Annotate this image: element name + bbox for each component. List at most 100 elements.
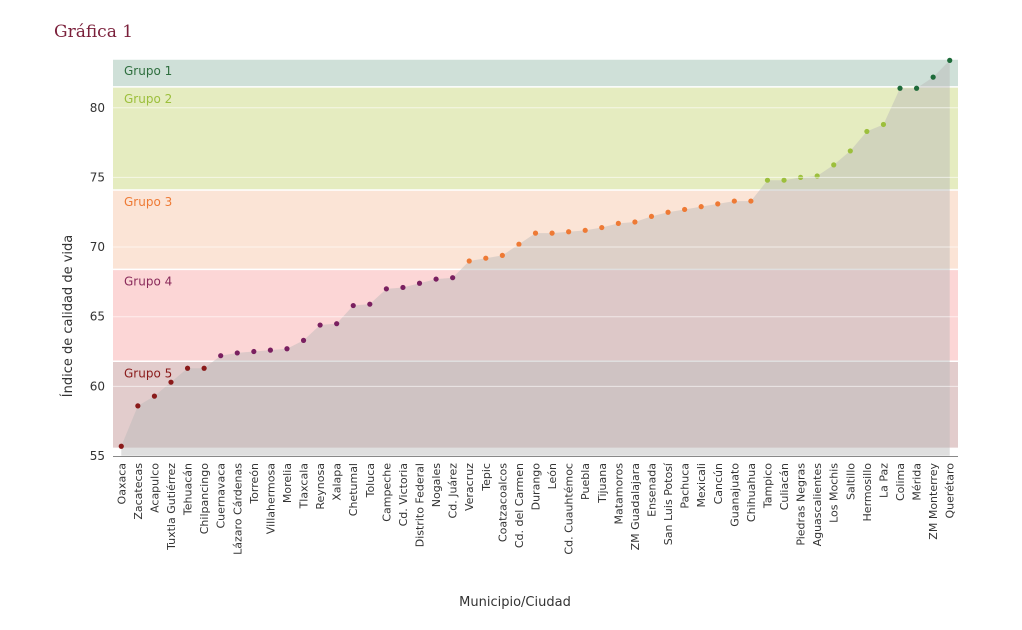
x-tick-label: San Luis Potosí [662,462,675,545]
point-44 [831,162,837,168]
x-tick-label: La Paz [877,463,890,498]
point-37 [715,201,721,207]
point-34 [665,209,671,215]
x-tick-label: Toluca [364,463,377,498]
x-tick-label: Hermosillo [861,463,874,522]
point-23 [483,255,489,261]
point-12 [300,337,307,343]
point-27 [549,230,555,236]
point-51 [947,57,953,63]
x-tick-label: Mérida [911,463,924,501]
x-tick-label: Querétaro [944,463,957,519]
point-38 [731,198,737,204]
y-tick-70: 70 [90,240,105,254]
x-tick-label: León [546,463,559,489]
point-9 [251,348,257,355]
area-under-series [121,60,950,457]
y-tick-60: 60 [90,379,105,393]
x-tick-label: Los Mochis [828,463,841,523]
x-tick-label: Torreón [248,463,261,505]
data-points [118,57,953,449]
x-tick-label: Chihuahua [745,463,758,522]
point-36 [698,204,704,210]
point-5 [184,365,191,371]
x-tick-label: Aguascalientes [811,463,824,547]
label-grupo-4: Grupo 4 [124,274,172,288]
x-tick-label: Campeche [380,463,393,522]
band-grupo-4 [113,269,958,362]
axes: 55 60 65 70 75 80 [90,101,958,463]
y-tick-80: 80 [90,101,105,115]
point-50 [930,74,936,80]
point-32 [632,219,638,225]
x-tick-label: Guanajuato [728,463,741,527]
point-21 [450,275,456,281]
point-46 [864,128,870,135]
x-tick-label: Xalapa [331,463,344,501]
x-tick-label: Distrito Federal [414,463,427,547]
point-13 [317,322,323,328]
point-10 [267,347,274,353]
x-tick-label: Veracruz [463,463,476,511]
x-tick-label: Oaxaca [115,463,128,504]
point-15 [350,302,356,309]
x-tick-label: ZM Monterrey [927,463,940,540]
point-35 [682,206,688,213]
y-tick-75: 75 [90,170,105,184]
x-tick-label: Tampico [761,463,774,509]
category-labels: Oaxaca Zacatecas Acapulco Tuxtla Gutiérrez T… [115,462,956,555]
point-25 [516,241,522,247]
point-8 [234,350,240,356]
point-19 [416,280,423,286]
x-tick-label: Acapulco [148,463,161,513]
x-tick-label: Nogales [430,463,443,508]
x-tick-label: Piedras Negras [795,463,808,546]
point-48 [897,85,903,91]
label-grupo-2: Grupo 2 [124,92,172,106]
x-tick-label: Tepic [480,463,493,492]
x-tick-label: Colima [894,463,907,501]
point-3 [151,393,158,399]
label-grupo-5: Grupo 5 [124,366,172,380]
point-41 [781,177,787,183]
x-tick-label: Tehuacán [182,463,195,516]
point-7 [218,353,224,359]
label-grupo-3: Grupo 3 [124,195,172,209]
y-axis-title: Índice de calidad de vida [60,235,76,397]
x-axis-title: Municipio/Ciudad [459,595,571,610]
point-45 [847,148,853,154]
point-14 [334,321,340,327]
area-fill-layer [121,60,950,457]
x-tick-label: Durango [530,463,543,511]
point-11 [284,346,290,352]
point-29 [582,227,588,233]
label-grupo-1: Grupo 1 [124,64,172,78]
y-tick-65: 65 [90,310,105,324]
point-20 [433,276,439,282]
point-18 [400,284,406,291]
point-2 [135,403,141,409]
band-grupo-2 [113,86,958,190]
point-33 [648,213,655,220]
point-16 [367,301,373,307]
x-tick-label: Cd. Juárez [447,463,460,519]
x-tick-label: Cd. del Carmen [513,463,526,548]
point-39 [748,198,754,204]
x-tick-label: Reynosa [314,463,327,510]
point-40 [764,177,771,183]
x-tick-label: Puebla [579,463,592,500]
y-tick-55: 55 [90,449,105,463]
x-tick-label: Mexicali [695,463,708,508]
point-47 [880,121,887,128]
x-tick-label: Culiacán [778,463,791,510]
x-tick-label: Cd. Cuauhtémoc [563,463,576,555]
point-6 [201,365,207,371]
x-tick-label: Tijuana [596,463,609,504]
point-22 [466,258,472,264]
x-tick-label: Cuernavaca [215,463,228,529]
band-grupo-1 [113,59,958,87]
x-tick-label: Lázaro Cárdenas [231,463,244,555]
figure-title: Gráfica 1 [54,22,134,42]
band-grupo-5 [113,361,958,448]
